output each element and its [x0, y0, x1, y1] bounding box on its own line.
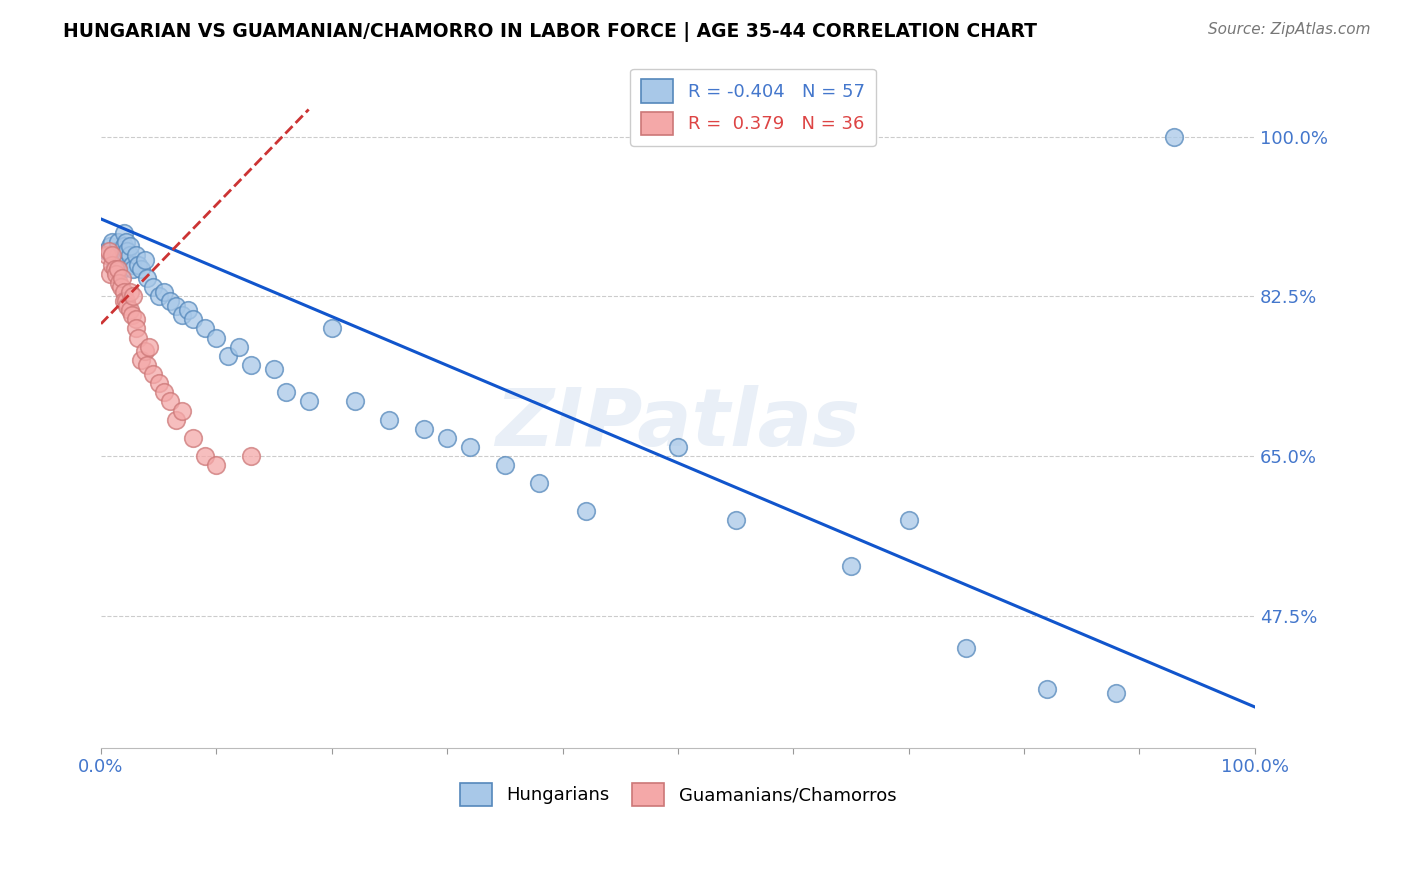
Point [153, 285, 176, 299]
Point [104, 258, 127, 272]
Point [121, 308, 143, 322]
Point [115, 248, 138, 262]
Point [112, 239, 135, 253]
Point [131, 262, 153, 277]
Point [112, 285, 135, 299]
Text: HUNGARIAN VS GUAMANIAN/CHAMORRO IN LABOR FORCE | AGE 35-44 CORRELATION CHART: HUNGARIAN VS GUAMANIAN/CHAMORRO IN LABOR… [63, 22, 1038, 42]
Point [124, 321, 146, 335]
Point [153, 385, 176, 400]
Point [118, 285, 141, 299]
Point [108, 276, 131, 290]
Point [205, 458, 228, 473]
Point [165, 299, 187, 313]
Point [176, 303, 198, 318]
Point [205, 330, 228, 344]
Point [413, 422, 436, 436]
Point [127, 330, 149, 344]
Point [575, 504, 598, 518]
Point [98, 244, 121, 258]
Point [239, 449, 262, 463]
Point [1163, 129, 1185, 144]
Point [458, 440, 481, 454]
Point [159, 394, 181, 409]
Point [104, 262, 127, 277]
Point [142, 367, 165, 381]
Point [1105, 686, 1128, 700]
Point [724, 513, 747, 527]
Point [107, 235, 129, 249]
Point [148, 289, 170, 303]
Point [124, 248, 146, 262]
Point [165, 412, 187, 426]
Point [194, 449, 217, 463]
Point [115, 293, 138, 308]
Point [101, 248, 124, 262]
Legend: Hungarians, Guamanians/Chamorros: Hungarians, Guamanians/Chamorros [453, 776, 903, 814]
Point [839, 558, 862, 573]
Point [263, 362, 285, 376]
Point [134, 252, 156, 267]
Point [122, 289, 145, 303]
Point [321, 321, 343, 335]
Point [111, 262, 134, 277]
Point [101, 248, 124, 262]
Point [104, 267, 127, 281]
Point [96, 244, 118, 258]
Point [529, 476, 551, 491]
Point [181, 312, 204, 326]
Point [666, 440, 689, 454]
Point [274, 385, 297, 400]
Point [98, 267, 121, 281]
Point [136, 271, 159, 285]
Point [117, 299, 139, 313]
Point [159, 293, 181, 308]
Point [170, 403, 193, 417]
Point [104, 244, 127, 258]
Text: Source: ZipAtlas.com: Source: ZipAtlas.com [1208, 22, 1371, 37]
Point [108, 252, 131, 267]
Point [118, 303, 141, 318]
Point [138, 340, 160, 354]
Point [124, 312, 146, 326]
Point [122, 262, 145, 277]
Point [101, 235, 124, 249]
Point [436, 431, 458, 445]
Point [111, 271, 134, 285]
Point [107, 248, 129, 262]
Point [134, 344, 156, 359]
Point [96, 248, 118, 262]
Point [142, 280, 165, 294]
Text: ZIPatlas: ZIPatlas [495, 385, 860, 463]
Point [494, 458, 516, 473]
Point [127, 258, 149, 272]
Point [1036, 681, 1059, 696]
Point [239, 358, 262, 372]
Point [897, 513, 920, 527]
Point [117, 244, 139, 258]
Point [118, 239, 141, 253]
Point [112, 226, 135, 240]
Point [181, 431, 204, 445]
Point [298, 394, 321, 409]
Point [115, 235, 138, 249]
Point [101, 258, 124, 272]
Point [148, 376, 170, 391]
Point [217, 349, 239, 363]
Point [98, 239, 121, 253]
Point [136, 358, 159, 372]
Point [955, 640, 977, 655]
Point [228, 340, 250, 354]
Point [107, 262, 129, 277]
Point [378, 412, 401, 426]
Point [343, 394, 366, 409]
Point [194, 321, 217, 335]
Point [131, 353, 153, 368]
Point [170, 308, 193, 322]
Point [118, 248, 141, 262]
Point [112, 293, 135, 308]
Point [121, 258, 143, 272]
Point [110, 280, 132, 294]
